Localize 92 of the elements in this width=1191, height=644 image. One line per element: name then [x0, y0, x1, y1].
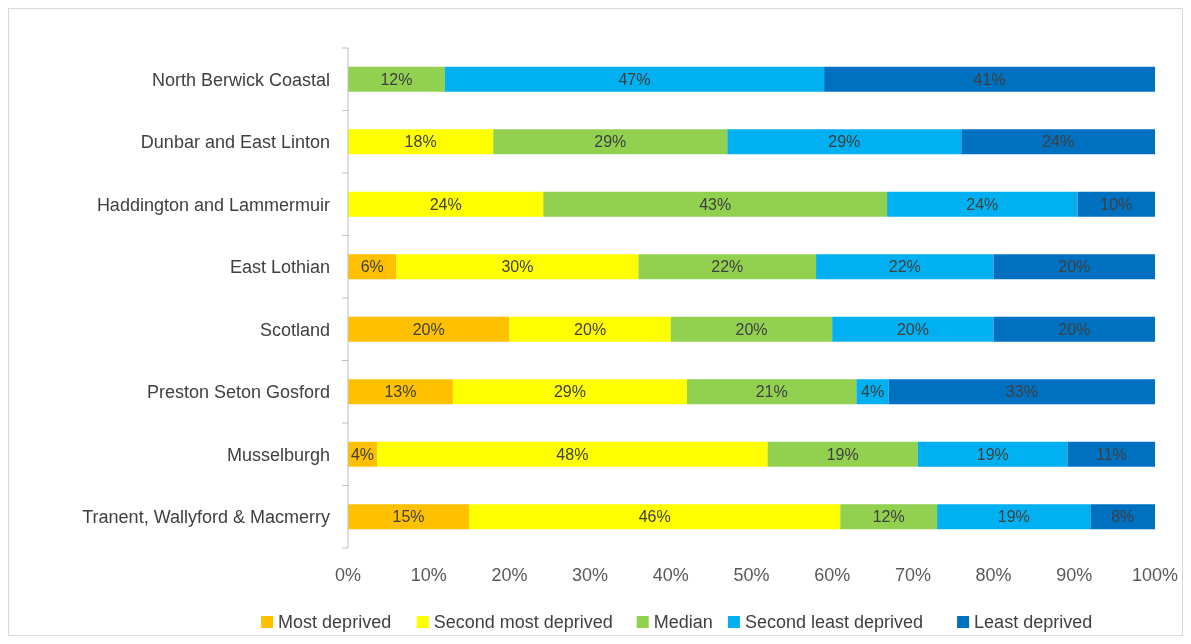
- data-label: 41%: [973, 70, 1006, 88]
- bar: [348, 66, 445, 92]
- data-label: 20%: [574, 320, 607, 338]
- x-tick-label: 20%: [491, 565, 528, 586]
- bar: [1067, 441, 1155, 467]
- bar: [993, 316, 1155, 342]
- data-label: 10%: [1100, 195, 1133, 213]
- data-label: 22%: [711, 258, 744, 276]
- data-label: 15%: [392, 508, 425, 526]
- data-label: 47%: [618, 70, 651, 88]
- y-tick-label: East Lothian: [229, 257, 330, 278]
- data-label: 8%: [1111, 508, 1135, 526]
- data-label: 24%: [429, 195, 462, 213]
- x-tick-label: 10%: [410, 565, 447, 586]
- bar: [638, 254, 817, 280]
- bar: [396, 254, 639, 280]
- bar: [377, 441, 768, 467]
- bar: [348, 129, 494, 155]
- bar: [469, 504, 841, 530]
- data-label: 11%: [1096, 445, 1127, 463]
- bar: [348, 504, 470, 530]
- data-label: 20%: [1058, 258, 1091, 276]
- data-label: 19%: [997, 508, 1030, 526]
- legend-label: Most deprived: [278, 612, 392, 633]
- x-tick-label: 90%: [1056, 565, 1093, 586]
- bar: [348, 191, 544, 217]
- data-label: 13%: [384, 383, 417, 401]
- bar: [493, 129, 728, 155]
- bar: [917, 441, 1068, 467]
- y-tick-label: Haddington and Lammermuir: [96, 194, 330, 215]
- data-label: 22%: [888, 258, 921, 276]
- bar: [509, 316, 671, 342]
- data-label: 43%: [699, 195, 732, 213]
- legend-label: Second most deprived: [433, 612, 613, 633]
- bar: [452, 379, 687, 405]
- bar: [1090, 504, 1155, 530]
- bar: [961, 129, 1155, 155]
- x-tick-label: 50%: [733, 565, 770, 586]
- data-label: 29%: [553, 383, 586, 401]
- bar: [840, 504, 938, 530]
- x-tick-label: 80%: [975, 565, 1012, 586]
- data-label: 12%: [380, 70, 413, 88]
- bar: [444, 66, 825, 92]
- data-label: 24%: [966, 195, 999, 213]
- data-label: 12%: [872, 508, 905, 526]
- data-label: 33%: [1005, 383, 1038, 401]
- bar: [727, 129, 962, 155]
- data-label: 30%: [501, 258, 534, 276]
- data-label: 20%: [1058, 320, 1091, 338]
- data-label: 6%: [360, 258, 384, 276]
- y-tick-label: Scotland: [259, 319, 330, 340]
- x-tick-label: 30%: [572, 565, 609, 586]
- bar: [767, 441, 918, 467]
- data-label: 46%: [638, 508, 671, 526]
- x-tick-label: 100%: [1131, 565, 1179, 586]
- data-label: 24%: [1042, 133, 1075, 151]
- bar: [816, 254, 994, 280]
- x-tick-label: 70%: [894, 565, 931, 586]
- bar: [348, 379, 453, 405]
- x-tick-label: 0%: [334, 565, 362, 586]
- legend-label: Least deprived: [974, 612, 1093, 633]
- data-label: 4%: [350, 445, 375, 463]
- bar: [670, 316, 833, 342]
- data-label: 29%: [594, 133, 627, 151]
- bar: [888, 379, 1155, 405]
- y-tick-label: North Berwick Coastal: [151, 69, 330, 90]
- data-label: 18%: [404, 133, 437, 151]
- y-tick-label: Musselburgh: [226, 444, 330, 465]
- legend-label: Median: [653, 612, 713, 633]
- bar: [937, 504, 1091, 530]
- y-tick-label: Preston Seton Gosford: [146, 382, 330, 403]
- data-label: 20%: [412, 320, 445, 338]
- data-label: 19%: [976, 445, 1009, 463]
- bar: [348, 316, 510, 342]
- x-tick-label: 40%: [652, 565, 689, 586]
- data-label: 21%: [755, 383, 788, 401]
- x-tick-label: 60%: [814, 565, 851, 586]
- data-label: 4%: [860, 383, 885, 401]
- data-label: 19%: [826, 445, 859, 463]
- bar: [887, 191, 1078, 217]
- bar: [543, 191, 888, 217]
- bar: [824, 66, 1155, 92]
- y-tick-label: Tranent, Wallyford & Macmerry: [82, 507, 330, 528]
- data-label: 20%: [896, 320, 929, 338]
- bar: [832, 316, 994, 342]
- y-tick-label: Dunbar and East Linton: [140, 132, 330, 153]
- data-label: 48%: [556, 445, 589, 463]
- bar: [993, 254, 1155, 280]
- legend-label: Second least deprived: [744, 612, 924, 633]
- data-label: 20%: [735, 320, 768, 338]
- data-label: 29%: [828, 133, 861, 151]
- bar: [686, 379, 857, 405]
